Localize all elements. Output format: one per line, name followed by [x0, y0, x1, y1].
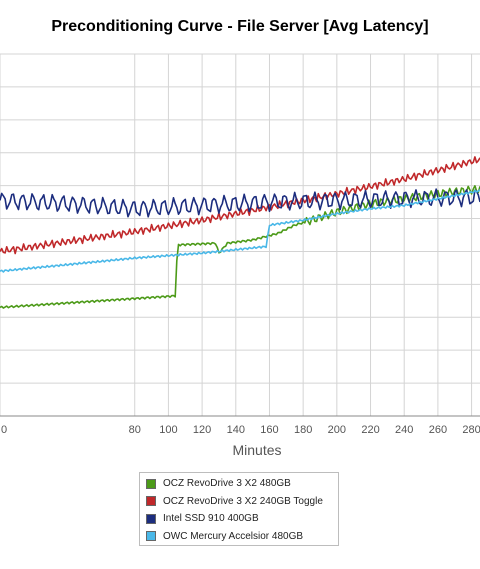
legend: OCZ RevoDrive 3 X2 480GB OCZ RevoDrive 3 …	[139, 472, 339, 546]
legend-swatch	[146, 513, 156, 524]
x-axis-title: Minutes	[232, 442, 281, 458]
legend-item: OWC Mercury Accelsior 480GB	[146, 528, 338, 546]
legend-item: OCZ RevoDrive 3 X2 240GB Toggle	[146, 493, 338, 511]
x-tick-label: 100	[159, 424, 177, 436]
legend-item: Intel SSD 910 400GB	[146, 510, 338, 528]
plot-background	[0, 54, 480, 416]
x-tick-label: 160	[260, 424, 278, 436]
x-tick-label: 200	[328, 424, 346, 436]
x-tick-label: 180	[294, 424, 312, 436]
chart-title: Preconditioning Curve - File Server [Avg…	[51, 18, 429, 35]
series-line-1	[0, 185, 480, 309]
series-line-4	[0, 189, 480, 273]
x-tick-label: 240	[395, 424, 413, 436]
legend-label: OWC Mercury Accelsior 480GB	[163, 530, 304, 542]
legend-swatch	[146, 478, 156, 489]
legend-label: OCZ RevoDrive 3 X2 240GB Toggle	[163, 495, 323, 507]
x-tick-label: 0	[1, 424, 7, 436]
x-tick-label: 120	[193, 424, 211, 436]
series-line-3	[0, 188, 480, 218]
x-tick-label: 280	[462, 424, 480, 436]
legend-swatch	[146, 531, 156, 542]
x-tick-label: 140	[227, 424, 245, 436]
legend-label: OCZ RevoDrive 3 X2 480GB	[163, 478, 291, 490]
series-line-2	[0, 156, 480, 255]
legend-item: OCZ RevoDrive 3 X2 480GB	[146, 475, 338, 493]
x-tick-label: 220	[361, 424, 379, 436]
legend-swatch	[146, 496, 156, 507]
legend-label: Intel SSD 910 400GB	[163, 513, 259, 525]
x-tick-label: 260	[429, 424, 447, 436]
x-tick-label: 80	[129, 424, 141, 436]
